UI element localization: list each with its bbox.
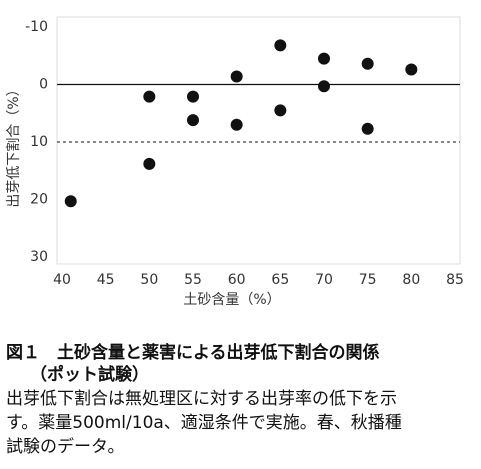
point [230, 70, 243, 83]
point [143, 157, 156, 170]
y-tick-label: 0 [39, 77, 48, 93]
x-tick-label: 55 [184, 272, 202, 288]
point [187, 90, 199, 103]
point [405, 63, 418, 76]
x-tick-label: 65 [271, 272, 289, 288]
point [230, 118, 243, 131]
caption-line: す。薬量500ml/10a、適湿条件で実施。春、秋播種 [6, 413, 402, 433]
x-tick-label: 70 [315, 272, 333, 288]
y-tick-label: 30 [30, 249, 48, 265]
point [143, 90, 156, 103]
caption-title: 図１ 土砂含量と薬害による出芽低下割合の関係 [6, 343, 380, 363]
plot-frame [56, 16, 461, 265]
y-tick-label: 20 [30, 192, 48, 208]
x-tick-label: 75 [359, 272, 377, 288]
caption-subtitle: （ポット試験） [30, 365, 149, 385]
y-axis-label: 出芽低下割合（%） [5, 82, 22, 207]
x-tick-label: 40 [53, 272, 71, 288]
x-tick-label: 50 [140, 272, 158, 288]
chart: 土砂含量（%） 出芽低下割合（%） -10 0 10 20 30 40 45 50 55 60 65… [5, 16, 464, 308]
y-tick-label: -10 [25, 19, 48, 35]
point [361, 122, 374, 135]
caption-line: 出芽低下割合は無処理区に対する出芽率の低下を示 [6, 389, 397, 409]
point [318, 52, 330, 65]
y-tick-label: 10 [30, 134, 48, 150]
x-tick-label: 45 [97, 272, 115, 288]
x-tick-label: 85 [446, 272, 464, 288]
point [274, 104, 287, 117]
point [361, 57, 374, 70]
x-axis-label: 土砂含量（%） [183, 292, 280, 308]
point [187, 114, 199, 127]
x-tick-label: 60 [228, 272, 246, 288]
x-tick-label: 80 [402, 272, 420, 288]
point [318, 80, 330, 93]
point [274, 39, 287, 52]
caption-line: 試験のデータ。 [6, 437, 125, 457]
point [64, 195, 77, 208]
